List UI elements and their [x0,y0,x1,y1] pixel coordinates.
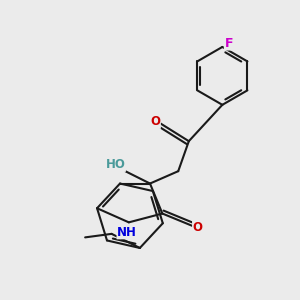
Text: NH: NH [117,226,137,239]
Text: O: O [193,221,202,234]
Text: O: O [150,115,160,128]
Text: HO: HO [106,158,125,171]
Text: F: F [224,37,233,50]
